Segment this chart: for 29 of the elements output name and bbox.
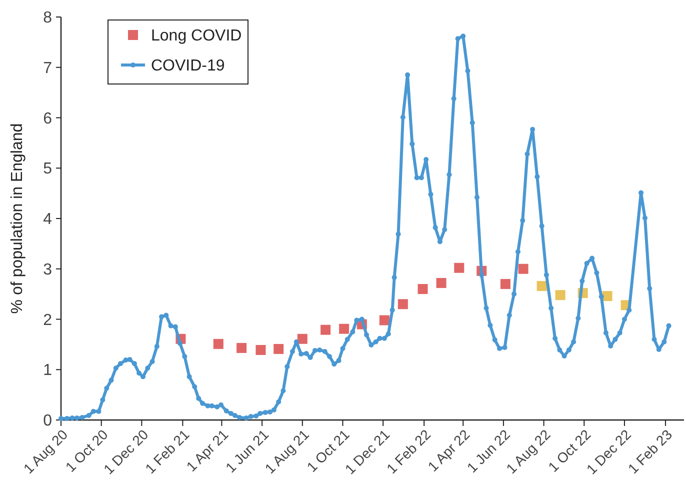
y-tick-label: 1 bbox=[43, 362, 52, 380]
point bbox=[320, 324, 331, 335]
y-tick-label: 7 bbox=[43, 60, 52, 77]
point bbox=[398, 299, 408, 310]
y-tick-label: 8 bbox=[43, 10, 52, 27]
point bbox=[500, 278, 510, 289]
point bbox=[339, 324, 350, 334]
legend-label: Long COVID bbox=[151, 28, 242, 45]
point bbox=[436, 278, 446, 288]
y-tick-label: 0 bbox=[43, 412, 52, 430]
point bbox=[555, 290, 566, 300]
legend-label: COVID-19 bbox=[151, 58, 225, 75]
y-tick-label: 4 bbox=[43, 211, 52, 228]
point bbox=[536, 281, 547, 292]
y-tick-label: 6 bbox=[43, 110, 52, 128]
point bbox=[213, 338, 224, 349]
point bbox=[236, 342, 247, 353]
point bbox=[379, 315, 390, 326]
point bbox=[297, 334, 308, 344]
point bbox=[256, 344, 266, 355]
y-tick-label: 3 bbox=[43, 261, 52, 278]
point bbox=[602, 291, 612, 302]
point bbox=[518, 264, 528, 274]
point bbox=[418, 284, 428, 294]
y-tick-label: 2 bbox=[43, 312, 52, 329]
y-tick-label: 5 bbox=[43, 160, 52, 178]
y-axis-title: % of population in England bbox=[9, 123, 26, 314]
point bbox=[454, 262, 464, 273]
point bbox=[274, 344, 284, 354]
